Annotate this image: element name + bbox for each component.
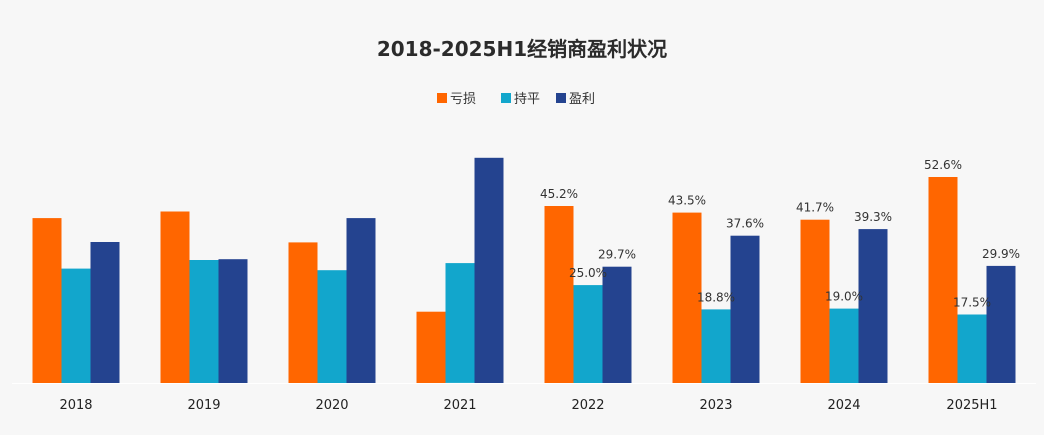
x-tick-labels: 2018 2019 2020 2021 2022 2023 2024 2025H1: [59, 398, 997, 413]
chart-title: 2018-2025H1经销商盈利状况: [377, 37, 667, 61]
bar-2023-series-1: [672, 212, 702, 383]
bar-2023-series-2: [701, 309, 731, 383]
data-label-2024-series-3: 39.3%: [854, 210, 892, 224]
legend-label-1: 亏损: [450, 92, 476, 107]
legend-swatch-1: [437, 93, 447, 103]
bar-2024-series-3: [858, 229, 888, 383]
data-label-2025H1-series-1: 52.6%: [924, 158, 962, 172]
bars-group: [32, 157, 1016, 383]
legend: 亏损 持平 盈利: [437, 92, 595, 107]
data-label-2022-series-1: 45.2%: [540, 187, 578, 201]
data-label-2022-series-3: 29.7%: [598, 248, 636, 262]
legend-label-3: 盈利: [569, 92, 595, 107]
bar-2021-series-2: [445, 263, 475, 383]
x-tick-label-2024: 2024: [827, 398, 860, 413]
data-label-2022-series-2: 25.0%: [569, 266, 607, 280]
x-tick-label-2022: 2022: [571, 398, 604, 413]
bar-2021-series-3: [474, 157, 504, 383]
bar-2023-series-3: [730, 235, 760, 383]
bar-2018-series-3: [90, 242, 120, 383]
bar-2020-series-3: [346, 218, 376, 383]
x-tick-label-2019: 2019: [187, 398, 220, 413]
bar-2019-series-1: [160, 211, 190, 383]
value-labels-group: 45.2% 25.0% 29.7% 43.5% 18.8% 37.6% 41.7% 19.0%…: [540, 158, 1020, 310]
bar-2021-series-1: [416, 311, 446, 383]
data-label-2025H1-series-3: 29.9%: [982, 247, 1020, 261]
bar-2019-series-2: [189, 260, 219, 383]
x-tick-label-2021: 2021: [443, 398, 476, 413]
bar-2025H1-series-3: [986, 265, 1016, 383]
x-tick-label-2020: 2020: [315, 398, 348, 413]
bar-2022-series-2: [573, 285, 603, 383]
x-tick-label-2023: 2023: [699, 398, 732, 413]
data-label-2024-series-2: 19.0%: [825, 290, 863, 304]
bar-2018-series-2: [61, 268, 91, 383]
bar-2025H1-series-1: [928, 177, 958, 383]
legend-swatch-2: [501, 93, 511, 103]
bar-2024-series-1: [800, 219, 830, 383]
x-tick-label-2025H1: 2025H1: [946, 398, 997, 413]
bar-2020-series-1: [288, 242, 318, 383]
bar-2018-series-1: [32, 218, 62, 383]
data-label-2023-series-3: 37.6%: [726, 217, 764, 231]
x-tick-label-2018: 2018: [59, 398, 92, 413]
bar-2022-series-3: [602, 266, 632, 383]
legend-swatch-3: [556, 93, 566, 103]
data-label-2023-series-2: 18.8%: [697, 290, 735, 304]
bar-2024-series-2: [829, 308, 859, 383]
data-label-2024-series-1: 41.7%: [796, 201, 834, 215]
bar-2025H1-series-2: [957, 314, 987, 383]
bar-2020-series-2: [317, 270, 347, 383]
bar-2019-series-3: [218, 259, 248, 383]
legend-label-2: 持平: [514, 92, 540, 107]
data-label-2025H1-series-2: 17.5%: [953, 296, 991, 310]
data-label-2023-series-1: 43.5%: [668, 194, 706, 208]
bar-2022-series-1: [544, 206, 574, 383]
